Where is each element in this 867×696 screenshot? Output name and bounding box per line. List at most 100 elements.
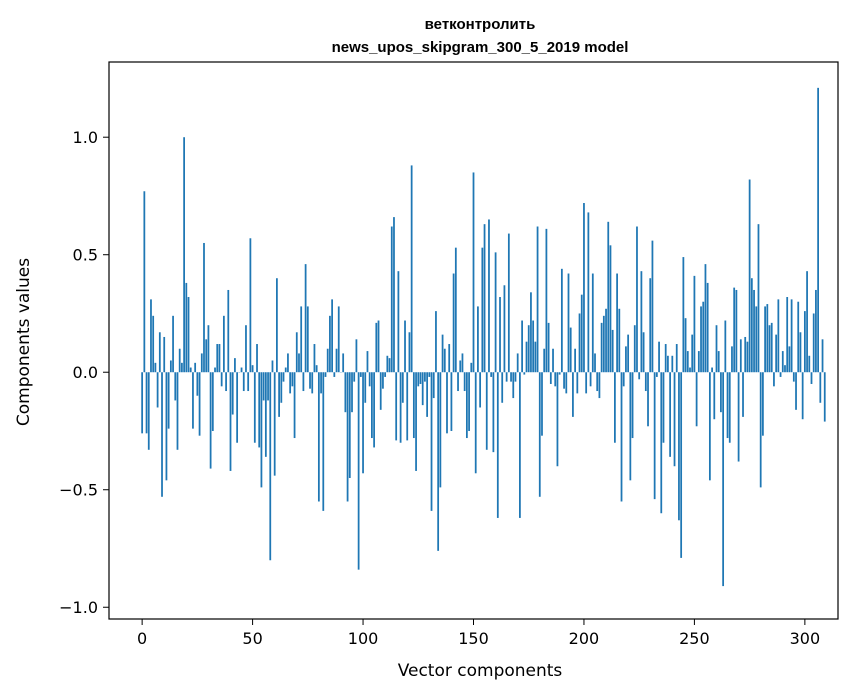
bar (172, 315, 174, 373)
bar (419, 372, 422, 384)
bar (249, 238, 252, 373)
bar (784, 365, 786, 373)
bar (397, 271, 400, 373)
bar (273, 372, 276, 476)
bar (220, 372, 223, 387)
bar (530, 292, 532, 373)
bar (379, 372, 382, 410)
bar (488, 219, 490, 373)
bar (757, 224, 760, 373)
bar (404, 320, 406, 373)
bar (708, 372, 711, 481)
bar (242, 372, 245, 392)
bar (465, 372, 468, 439)
bar (225, 372, 227, 392)
bar (163, 336, 166, 373)
bar (317, 372, 320, 502)
bar (777, 299, 780, 373)
bar (532, 320, 535, 373)
x-axis-ticks: 0 50 100 150 200 250 300 (137, 619, 820, 648)
bar (315, 365, 318, 373)
bar (284, 367, 287, 373)
x-tick-label: 100 (348, 629, 379, 648)
bar (229, 372, 232, 471)
bar (375, 322, 378, 373)
plot-frame (108, 61, 839, 620)
bar (459, 360, 462, 373)
bar (145, 372, 148, 434)
bar (150, 299, 152, 373)
bar (731, 346, 733, 373)
bar (536, 226, 539, 373)
bar (309, 372, 311, 389)
bar (547, 322, 550, 373)
bar (333, 372, 336, 377)
bar (181, 362, 183, 373)
bar (755, 306, 758, 373)
bar (779, 372, 782, 377)
y-tick-label: 0.0 (73, 363, 98, 382)
bar (382, 372, 384, 389)
bar (337, 306, 340, 373)
bar (371, 372, 373, 439)
bar (766, 304, 769, 373)
bar (527, 325, 530, 373)
bar (523, 372, 526, 375)
bar (607, 221, 610, 373)
bar (448, 344, 451, 373)
bar (304, 264, 307, 373)
bar (251, 365, 254, 373)
bar (377, 320, 380, 373)
bar (258, 372, 261, 448)
bar (750, 278, 753, 373)
bar (686, 351, 689, 373)
bar (479, 372, 482, 408)
bar (722, 372, 725, 587)
bar (222, 315, 225, 373)
bar (167, 372, 170, 429)
bar (651, 240, 654, 373)
bar (344, 372, 347, 413)
bar (510, 372, 512, 382)
bar (616, 273, 618, 373)
bar (141, 372, 144, 434)
bar (196, 372, 199, 396)
bar (815, 289, 817, 373)
bar (209, 372, 212, 469)
bar (218, 344, 221, 373)
bar (298, 353, 300, 373)
bar (640, 271, 643, 373)
bar (313, 344, 316, 373)
bar (399, 372, 402, 443)
bar (300, 306, 303, 373)
bar (786, 297, 789, 373)
bar (611, 329, 614, 373)
bar (706, 282, 709, 373)
bar (424, 372, 426, 382)
bar (247, 372, 250, 392)
bar (331, 299, 333, 373)
bar (669, 372, 671, 457)
bar (713, 372, 716, 420)
bar (620, 372, 623, 502)
bar (614, 372, 616, 443)
bar (680, 372, 683, 558)
bar (739, 339, 742, 373)
bar (591, 273, 594, 373)
bar (234, 358, 236, 373)
chart-title-line-1: ветконтролить (425, 16, 536, 33)
bar (541, 372, 543, 436)
bar (421, 372, 424, 406)
bar (817, 87, 819, 373)
bar (158, 332, 161, 373)
bar (790, 299, 793, 373)
bar (512, 372, 515, 399)
bar (505, 372, 508, 382)
bar (501, 372, 504, 403)
bar (443, 348, 446, 373)
bar (684, 318, 687, 373)
bar (227, 289, 230, 373)
bar (799, 332, 802, 373)
bar (348, 372, 351, 478)
bar (552, 348, 554, 373)
